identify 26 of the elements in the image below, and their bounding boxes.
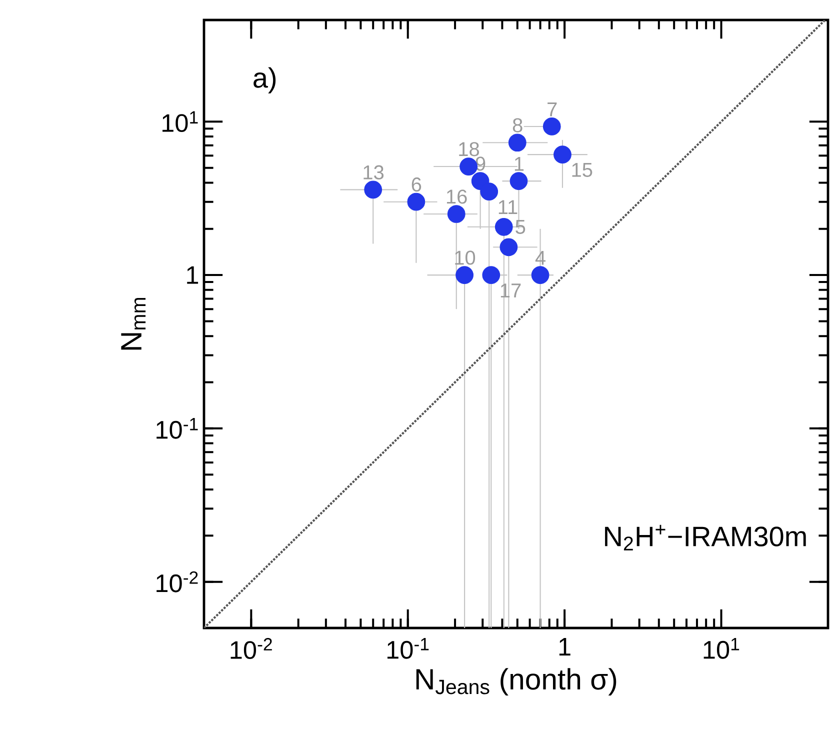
annotation: 17 <box>500 284 521 298</box>
x-axis-title: N$_{Jeans}$ (nonth σ) <box>416 668 616 696</box>
annotation: 4 <box>535 251 546 265</box>
annotation: 9 <box>476 156 486 171</box>
annotation: 13 <box>364 165 384 180</box>
annotation: 11 <box>498 200 518 214</box>
annotation: 10 <box>455 250 476 265</box>
annotation: 6 <box>412 177 422 192</box>
x-tick-label: 10$^{-1}$ <box>387 638 429 659</box>
annotation: 7 <box>548 102 557 116</box>
annotation: N$_{2}$H$^{+}$−IRAM30m <box>605 524 806 550</box>
annotation: 18 <box>459 142 479 156</box>
x-tick-label: 1 <box>559 638 570 656</box>
x-tick-label: 10$^{-2}$ <box>230 638 272 660</box>
y-axis-title: N$_{mm}$ <box>121 298 146 350</box>
annotation: 1 <box>514 157 524 171</box>
y-tick-label: 10$^{-2}$ <box>156 571 198 592</box>
annotation: 15 <box>572 163 592 177</box>
annotation: 5 <box>516 220 526 234</box>
annotation: a) <box>254 67 276 94</box>
annotation: 16 <box>446 190 467 204</box>
y-tick-label: 10$^{1}$ <box>162 111 198 132</box>
x-tick-label: 10$^{1}$ <box>704 638 740 659</box>
y-tick-label: 1 <box>187 266 198 284</box>
y-tick-label: 10$^{-1}$ <box>156 418 198 439</box>
annotation: 8 <box>512 118 522 132</box>
